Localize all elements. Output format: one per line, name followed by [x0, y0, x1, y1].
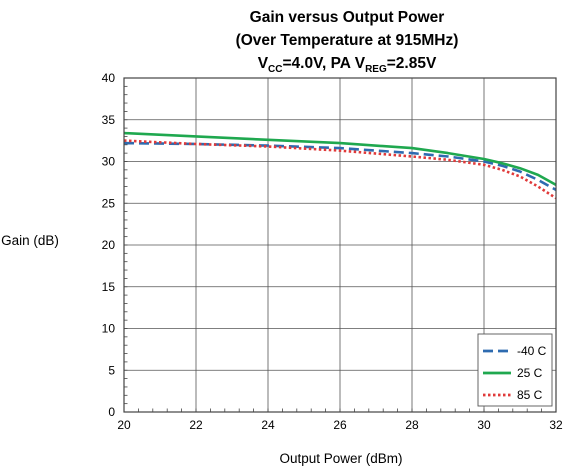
x-tick-label: 28: [405, 418, 419, 432]
y-tick-label: 25: [102, 196, 116, 210]
chart-title-line-1: Gain versus Output Power: [250, 9, 445, 26]
y-tick-label: 5: [108, 363, 115, 377]
tick-labels: 20 22 24 26 28 30 32 0 5 10 15 20 25 30 35 40: [102, 71, 563, 432]
legend-label: 25 C: [517, 366, 543, 380]
y-tick-label: 35: [102, 113, 116, 127]
legend-box: [477, 333, 553, 407]
y-tick-label: 0: [108, 405, 115, 419]
legend-label: 85 C: [517, 388, 543, 402]
y-tick-label: 40: [102, 71, 116, 85]
x-tick-label: 24: [261, 418, 275, 432]
y-axis-title: Gain (dB): [1, 233, 59, 248]
data-series: [123, 131, 557, 200]
minor-ticks: [123, 77, 557, 413]
y-tick-label: 20: [102, 238, 116, 252]
series-line-85c: [123, 139, 557, 200]
x-axis-title: Output Power (dBm): [279, 451, 402, 466]
chart-title-line-2: (Over Temperature at 915MHz): [236, 32, 459, 49]
x-tick-label: 26: [333, 418, 347, 432]
legend-label: -40 C: [517, 344, 547, 358]
x-tick-label: 20: [117, 418, 131, 432]
y-tick-label: 15: [102, 280, 116, 294]
x-tick-label: 22: [189, 418, 203, 432]
y-tick-label: 10: [102, 322, 116, 336]
y-tick-label: 30: [102, 155, 116, 169]
chart-title-line-3: VCC=4.0V, PA VREG=2.85V: [258, 55, 437, 75]
series-line-25c: [123, 131, 557, 187]
legend: -40 C 25 C 85 C: [477, 333, 553, 407]
x-tick-label: 30: [477, 418, 491, 432]
x-tick-label: 32: [549, 418, 563, 432]
